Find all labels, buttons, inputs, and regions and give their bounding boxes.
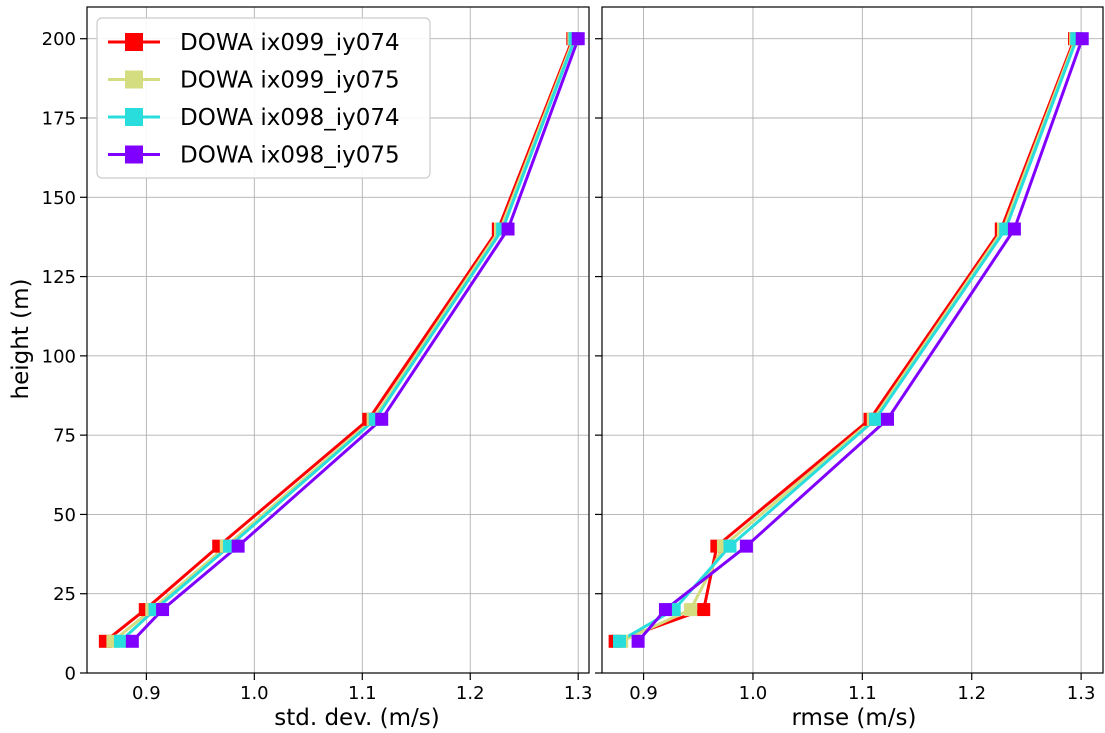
legend: DOWA ix099_iy074 DOWA ix099_iy075 DOWA ix0…: [96, 17, 431, 179]
legend-marker-3: [125, 145, 143, 164]
right-data-point: [684, 603, 698, 617]
right-data-point: [723, 539, 737, 553]
legend-marker-1: [125, 70, 143, 89]
left-series-line-0: [104, 38, 575, 643]
left-y-tick-label: 25: [53, 584, 76, 605]
right-x-tick-label: 0.9: [629, 683, 658, 704]
right-series-line-3: [636, 38, 1084, 643]
legend-marker-2: [125, 108, 143, 126]
right-data-point: [868, 412, 882, 426]
legend-label-2: DOWA ix098_iy074: [180, 105, 400, 131]
left-y-tick-label: 200: [42, 29, 76, 50]
right-series-line-2: [618, 38, 1079, 643]
left-data-point: [125, 634, 139, 648]
left-y-tick-label: 125: [42, 267, 76, 288]
right-data-point: [1007, 222, 1021, 236]
legend-label-3: DOWA ix098_iy075: [180, 143, 400, 169]
left-y-tick-label: 150: [42, 188, 76, 209]
right-data-point: [658, 603, 672, 617]
right-x-tick-label: 1.1: [848, 683, 877, 704]
left-y-tick-label: 75: [53, 426, 76, 447]
right-series-line-1: [621, 38, 1078, 643]
left-axes-frame: [86, 6, 590, 674]
left-y-tick-label: 50: [53, 505, 76, 526]
right-x-tick-label: 1.0: [739, 683, 768, 704]
legend-marker-0: [125, 33, 143, 51]
right-x-tick-label: 1.2: [957, 683, 986, 704]
left-x-tick-label: 1.0: [240, 683, 269, 704]
left-y-tick-label: 175: [42, 109, 76, 130]
left-data-point: [156, 603, 170, 617]
right-series-line-0: [614, 38, 1076, 643]
right-data-point: [697, 603, 711, 617]
y-axis-label: height (m): [8, 279, 34, 400]
left-data-point: [375, 412, 389, 426]
legend-label-1: DOWA ix099_iy075: [180, 68, 400, 94]
right-axes-frame: [601, 6, 1104, 674]
right-x-axis-label: rmse (m/s): [792, 705, 917, 731]
left-x-axis-label: std. dev. (m/s): [274, 705, 440, 731]
left-x-tick-label: 1.1: [348, 683, 377, 704]
right-data-point: [881, 412, 895, 426]
left-x-tick-label: 1.3: [564, 683, 593, 704]
legend-box: [96, 17, 431, 179]
right-data-point: [631, 634, 645, 648]
right-panel: 0.9 1.0 1.1 1.2 1.3: [595, 6, 1104, 704]
left-data-point: [231, 539, 245, 553]
legend-label-0: DOWA ix099_iy074: [180, 30, 400, 56]
left-x-tick-label: 0.9: [132, 683, 161, 704]
left-x-tick-label: 1.2: [456, 683, 485, 704]
right-data-point: [613, 634, 627, 648]
right-x-tick-label: 1.3: [1067, 683, 1096, 704]
left-y-tick-label: 0: [65, 664, 76, 685]
left-data-point: [501, 222, 515, 236]
right-data-point: [1075, 32, 1089, 46]
left-data-point: [571, 32, 585, 46]
left-data-point: [113, 634, 127, 648]
right-data-point: [739, 539, 753, 553]
left-y-tick-label: 100: [42, 346, 76, 367]
